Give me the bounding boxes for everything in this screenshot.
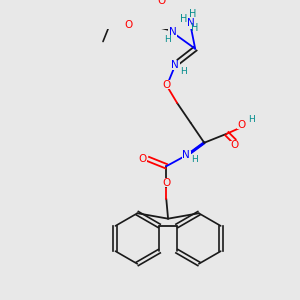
Bar — [237, 120, 246, 129]
Bar — [157, 0, 166, 5]
Text: O: O — [139, 154, 147, 164]
Text: N: N — [171, 60, 179, 70]
Text: N: N — [187, 18, 194, 28]
Text: H: H — [191, 155, 198, 164]
Bar — [230, 141, 239, 150]
Text: O: O — [124, 20, 132, 30]
Text: H: H — [248, 115, 255, 124]
Text: O: O — [231, 140, 239, 151]
Text: N: N — [182, 150, 190, 161]
Text: H: H — [189, 8, 196, 19]
Text: O: O — [158, 0, 166, 6]
Bar — [182, 151, 191, 160]
Text: H: H — [180, 14, 187, 24]
Text: H: H — [164, 35, 170, 44]
Text: N: N — [169, 28, 176, 38]
Text: H: H — [190, 23, 198, 33]
Bar — [124, 21, 133, 30]
Bar — [162, 178, 171, 187]
Bar — [186, 19, 195, 28]
Text: O: O — [162, 178, 170, 188]
Bar — [168, 28, 177, 37]
Bar — [171, 61, 180, 70]
Text: O: O — [162, 80, 170, 90]
Bar — [162, 80, 171, 89]
Text: H: H — [180, 67, 187, 76]
Bar — [138, 154, 147, 164]
Text: O: O — [237, 120, 245, 130]
